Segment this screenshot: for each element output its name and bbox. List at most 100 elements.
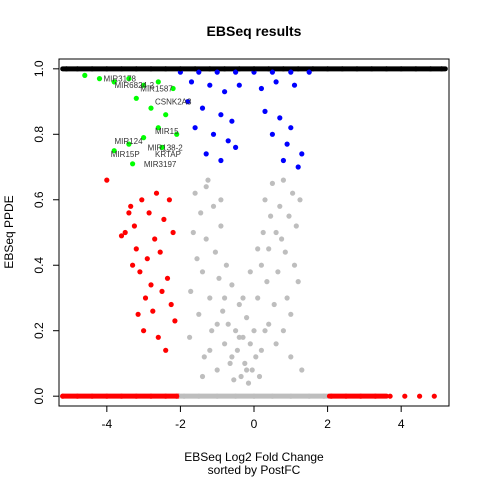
point-gray-78 [273, 341, 279, 347]
point-gray-22 [210, 203, 217, 209]
point-blue-28 [218, 157, 224, 164]
point-blue-11 [236, 82, 242, 88]
series-black [63, 66, 445, 72]
point-gray-46 [255, 295, 261, 301]
point-black-18 [325, 66, 331, 72]
y-tick-label-5: 1.0 [32, 60, 46, 77]
point-red-38 [159, 288, 165, 294]
x-tick-label-3: 2 [324, 417, 331, 431]
point-red-22 [130, 262, 136, 268]
point-gray-69 [297, 197, 303, 203]
point-gray-15 [198, 210, 204, 216]
point-red-15 [417, 393, 423, 399]
x-tick-label-0: -4 [101, 417, 112, 431]
point-gray-84 [203, 184, 209, 190]
point-green-2 [111, 79, 117, 85]
point-gray-43 [249, 367, 255, 373]
series-green [82, 72, 180, 167]
point-black-10 [207, 66, 213, 72]
point-gray-5 [269, 393, 275, 399]
point-gray-64 [288, 311, 294, 317]
point-gray-48 [258, 262, 264, 268]
point-red-0 [60, 393, 66, 399]
point-red-26 [137, 269, 143, 275]
point-red-36 [155, 334, 161, 340]
point-label-1: MIR6824-2 [115, 81, 155, 90]
point-black-24 [413, 66, 419, 72]
point-black-2 [89, 66, 95, 72]
point-blue-26 [284, 141, 290, 147]
y-axis: 0.0 0.2 0.4 0.6 0.8 1.0 [32, 60, 59, 405]
point-gray-30 [225, 321, 231, 327]
point-green-10 [155, 125, 161, 131]
point-black-16 [295, 66, 301, 72]
point-gray-76 [258, 347, 264, 353]
point-gray-58 [277, 203, 283, 209]
y-tick-label-1: 0.2 [32, 322, 46, 339]
point-gray-9 [187, 334, 193, 340]
point-gray-12 [192, 190, 198, 196]
point-red-10 [343, 393, 349, 399]
point-gray-20 [207, 295, 213, 301]
point-gray-59 [279, 236, 285, 242]
point-red-41 [164, 275, 171, 281]
point-gray-40 [244, 315, 250, 321]
point-red-40 [163, 347, 169, 353]
point-red-1 [74, 393, 80, 399]
point-gray-86 [240, 295, 246, 301]
point-gray-60 [280, 177, 286, 183]
point-gray-57 [275, 269, 281, 275]
point-gray-1 [196, 393, 202, 399]
point-red-29 [142, 295, 149, 301]
point-gray-65 [290, 190, 296, 196]
point-gray-50 [262, 197, 268, 203]
point-red-19 [122, 229, 128, 236]
point-blue-15 [185, 99, 191, 105]
point-green-4 [141, 82, 147, 88]
point-red-37 [157, 249, 163, 255]
point-red-28 [141, 328, 147, 334]
point-gray-19 [205, 177, 211, 183]
point-red-2 [89, 393, 95, 399]
point-green-9 [163, 112, 169, 118]
point-blue-20 [277, 115, 283, 121]
point-gray-68 [295, 279, 301, 285]
point-gray-4 [251, 393, 257, 399]
point-black-25 [428, 66, 434, 72]
point-gray-79 [280, 328, 286, 334]
point-gray-56 [273, 229, 279, 236]
x-tick-label-1: -2 [175, 417, 186, 431]
point-gray-82 [299, 367, 305, 373]
point-label-9: MIR3197 [144, 160, 177, 169]
point-gray-0 [181, 393, 187, 399]
point-gray-66 [291, 262, 298, 268]
x-tick-label-2: 0 [251, 417, 258, 431]
point-gray-6 [288, 393, 294, 399]
series-blue [177, 69, 312, 170]
point-label-5: MIR124 [115, 137, 144, 146]
point-blue-12 [258, 85, 264, 92]
point-gray-85 [262, 328, 268, 334]
point-blue-8 [188, 79, 195, 85]
point-green-11 [141, 135, 147, 141]
point-gray-14 [196, 311, 202, 317]
point-gray-87 [255, 246, 261, 252]
point-blue-24 [225, 138, 231, 144]
point-red-7 [163, 393, 169, 399]
point-gray-26 [218, 223, 224, 229]
point-black-8 [177, 66, 183, 72]
point-green-5 [155, 79, 161, 85]
point-black-17 [310, 66, 316, 72]
point-gray-73 [229, 354, 235, 360]
point-gray-7 [306, 393, 312, 399]
point-blue-27 [203, 151, 209, 157]
point-black-5 [133, 66, 139, 72]
point-black-19 [339, 66, 345, 72]
point-green-3 [126, 76, 132, 82]
point-gray-80 [288, 354, 294, 360]
point-red-35 [153, 190, 160, 196]
point-green-16 [174, 131, 180, 137]
point-gray-67 [293, 223, 299, 229]
